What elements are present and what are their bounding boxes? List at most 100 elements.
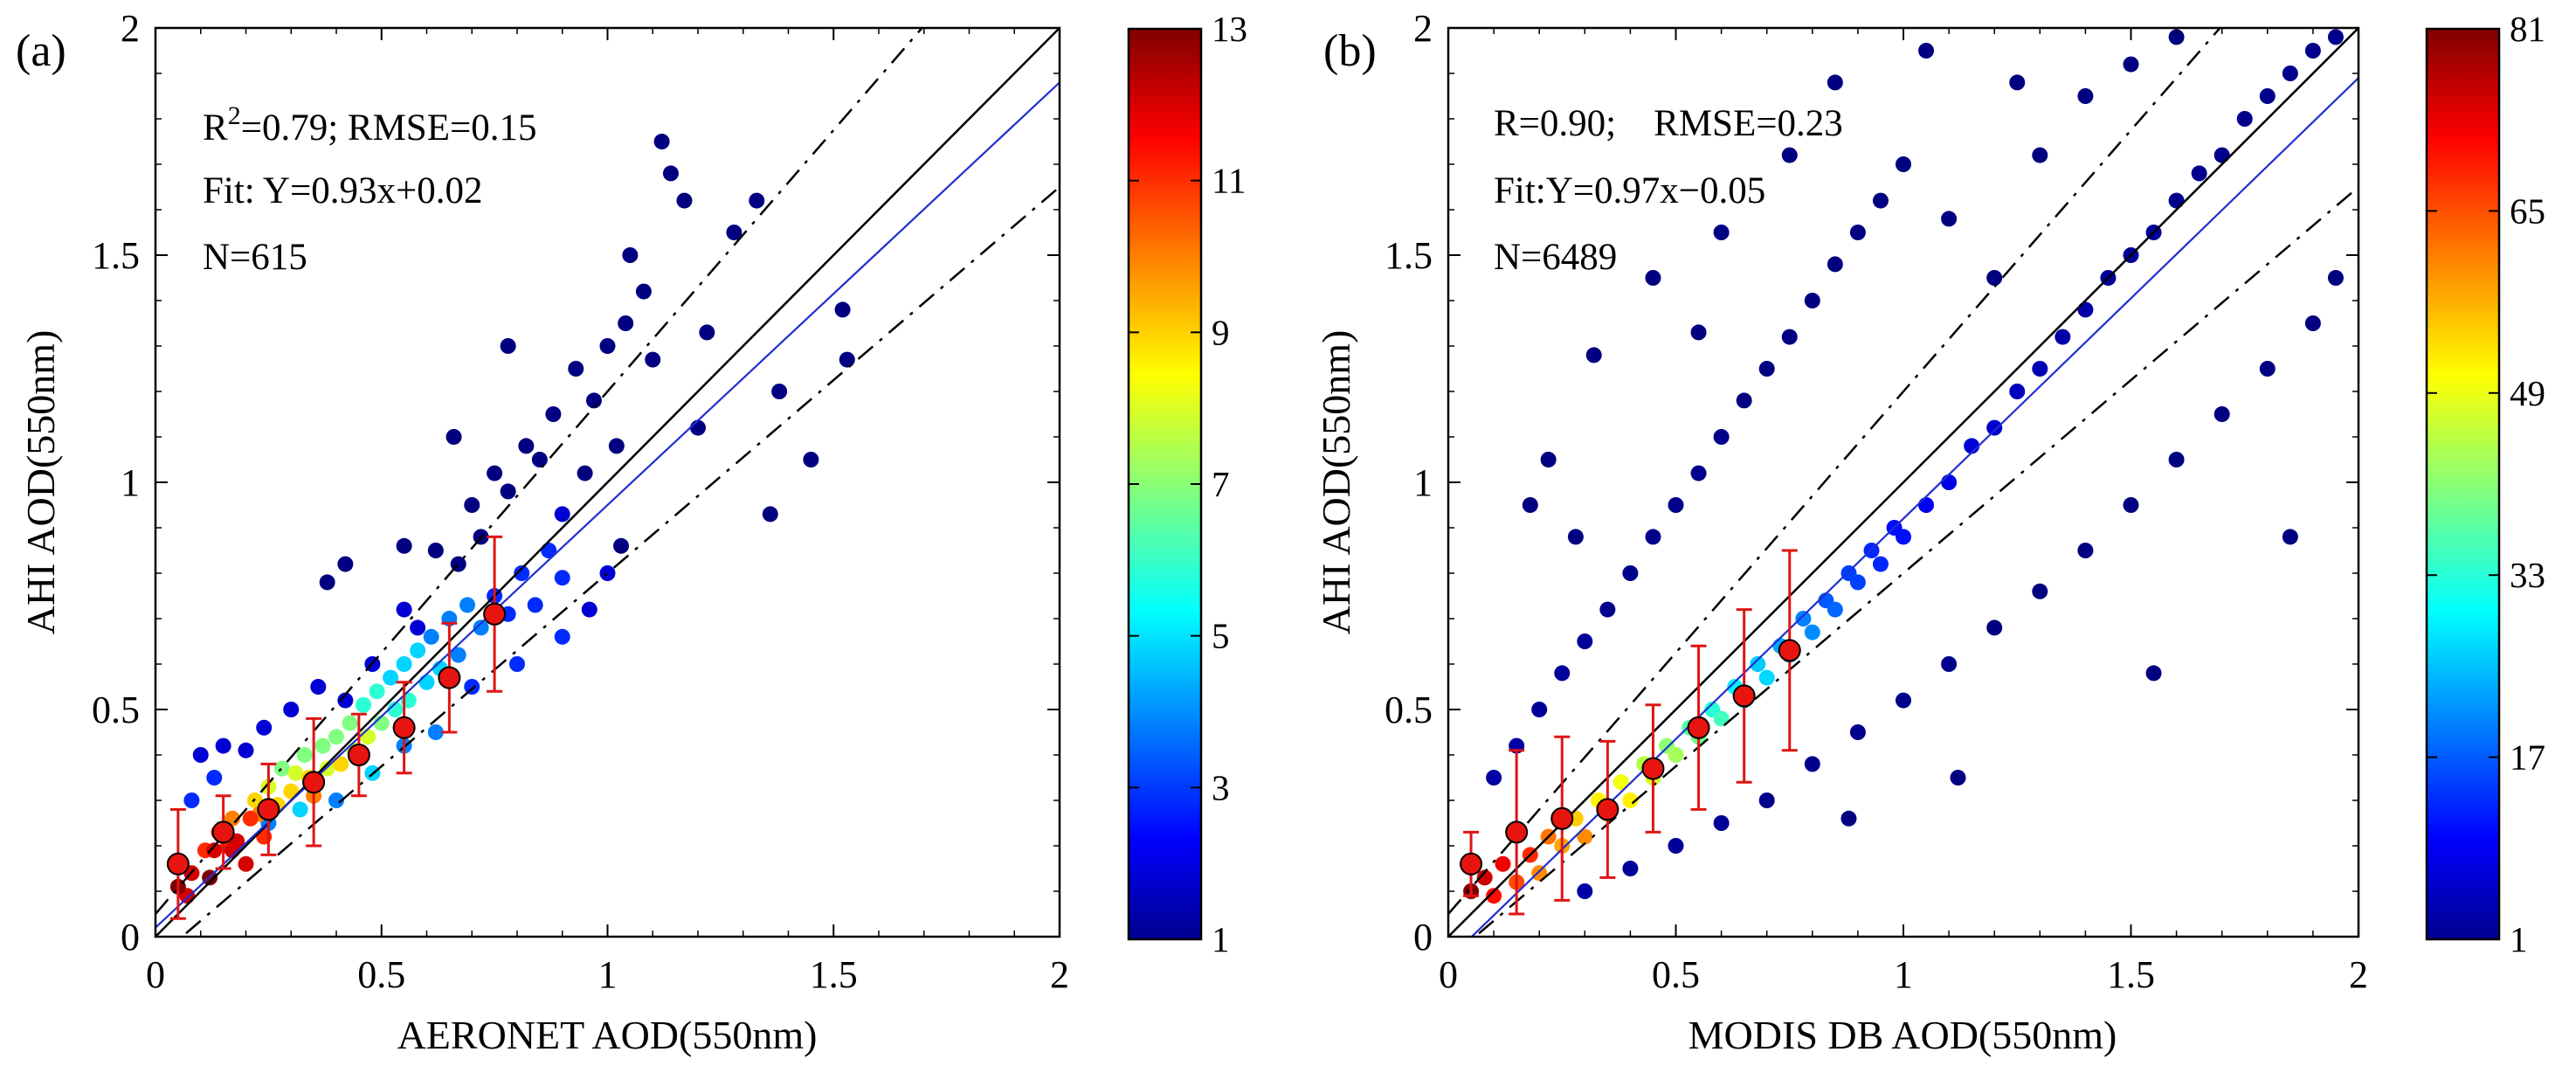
colorbar-label: 11: [1212, 161, 1246, 201]
y-axis-label: AHI AOD(550nm): [1314, 330, 1358, 635]
scatter-point: [427, 724, 444, 740]
scatter-point: [613, 537, 630, 554]
scatter-point: [410, 642, 426, 659]
scatter-point: [1986, 270, 2003, 286]
scatter-point: [2009, 384, 2026, 399]
scatter-point: [2304, 315, 2321, 331]
scatter-point: [337, 556, 354, 572]
colorbar-label: 1: [1212, 919, 1230, 959]
scatter-point: [1495, 855, 1511, 872]
scatter-point: [1599, 601, 1616, 618]
scatter-point: [771, 384, 788, 399]
scatter-point: [2168, 452, 2185, 467]
scatter-point: [1941, 656, 1958, 672]
scatter-point: [1577, 633, 1593, 649]
scatter-point: [1941, 474, 1958, 490]
scatter-point: [653, 134, 670, 149]
scatter-point: [1804, 624, 1820, 640]
bin-mean-marker: [1505, 820, 1529, 844]
scatter-point: [410, 620, 426, 636]
scatter-point: [622, 247, 639, 263]
x-tick-label: 0: [146, 953, 165, 996]
colorbar-gradient: [2425, 27, 2501, 941]
scatter-point: [554, 506, 570, 523]
scatter-point: [1577, 828, 1593, 845]
scatter-point: [319, 574, 335, 591]
scatter-point: [238, 742, 254, 758]
scatter-point: [464, 497, 480, 513]
scatter-point: [1577, 883, 1593, 899]
colorbar-label: 17: [2510, 737, 2545, 778]
scatter-point: [1554, 665, 1571, 682]
scatter-point: [450, 647, 466, 663]
scatter-point: [1986, 620, 2003, 636]
colorbar-label: 81: [2510, 9, 2545, 49]
x-tick-label: 2: [1050, 953, 1069, 996]
x-axis-label: AERONET AOD(550nm): [397, 1013, 818, 1057]
x-tick-label: 1: [1894, 953, 1913, 996]
scatter-point: [608, 438, 625, 454]
scatter-point: [509, 656, 525, 672]
scatter-point: [423, 628, 439, 645]
scatter-point: [337, 692, 354, 709]
scatter-point: [618, 315, 634, 331]
lower-envelope-line: [1473, 186, 2358, 937]
scatter-point: [1622, 793, 1639, 808]
colorbar-b: 1 17 33 49 65 81: [2425, 9, 2545, 959]
scatter-point: [834, 301, 851, 318]
scatter-point: [2168, 29, 2185, 45]
scatter-point: [1758, 669, 1775, 686]
scatter-point: [2236, 111, 2253, 127]
scatter-point: [1758, 361, 1775, 377]
scatter-point: [287, 765, 304, 781]
scatter-point: [1522, 497, 1538, 513]
scatter-point: [2213, 147, 2230, 163]
scatter-point: [1986, 419, 2003, 436]
scatter-point: [568, 361, 584, 377]
scatter-point: [2259, 88, 2276, 104]
scatter-point: [2032, 147, 2048, 163]
upper-envelope-line: [1448, 28, 2222, 915]
bin-mean-marker: [1732, 684, 1756, 708]
scatter-point: [1950, 770, 1966, 786]
scatter-point: [554, 570, 570, 586]
scatter-point: [599, 338, 616, 354]
y-tick-label: 1.5: [1385, 234, 1433, 277]
x-tick-label: 1.5: [2107, 953, 2155, 996]
scatter-point: [1668, 747, 1684, 763]
y-tick-label: 1: [121, 461, 140, 504]
scatter-point: [1872, 192, 1889, 209]
scatter-point: [2304, 43, 2321, 59]
scatter-point: [2123, 56, 2139, 73]
colorbar-label: 33: [2510, 555, 2545, 595]
stat-r: R=0.90; RMSE=0.23: [1494, 103, 1843, 144]
colorbar-gradient: [1127, 27, 1203, 941]
scatter-point: [1804, 756, 1820, 772]
bin-mean-marker: [438, 666, 461, 689]
bin-mean-marker: [392, 716, 416, 739]
scatter-point: [2168, 192, 2185, 209]
scatter-point: [2077, 301, 2094, 318]
scatter-point: [1713, 429, 1730, 445]
scatter-point: [1872, 556, 1889, 572]
scatter-point: [296, 747, 313, 763]
bin-mean-marker: [302, 771, 326, 794]
scatter-point: [383, 669, 399, 686]
bin-mean-marker: [1641, 757, 1665, 780]
x-tick-label: 2: [2349, 953, 2368, 996]
bin-mean-marker: [1550, 806, 1574, 830]
scatter-point: [1918, 43, 1935, 59]
y-tick-label: 2: [121, 7, 140, 50]
scatter-point: [1622, 861, 1639, 876]
panel-b: (b) 0 0.5 1 1.5 2 0 0.5 1 1.5 2 R=0.90; RMSE=0.23…: [1314, 7, 2368, 1057]
scatter-point: [2032, 361, 2048, 377]
scatter-point: [459, 597, 476, 613]
scatter-point: [2327, 270, 2344, 286]
scatter-point: [2259, 361, 2276, 377]
scatter-point: [314, 737, 331, 754]
scatter-point: [726, 225, 742, 240]
x-tick-label: 0.5: [357, 953, 405, 996]
scatter-point: [333, 756, 349, 772]
